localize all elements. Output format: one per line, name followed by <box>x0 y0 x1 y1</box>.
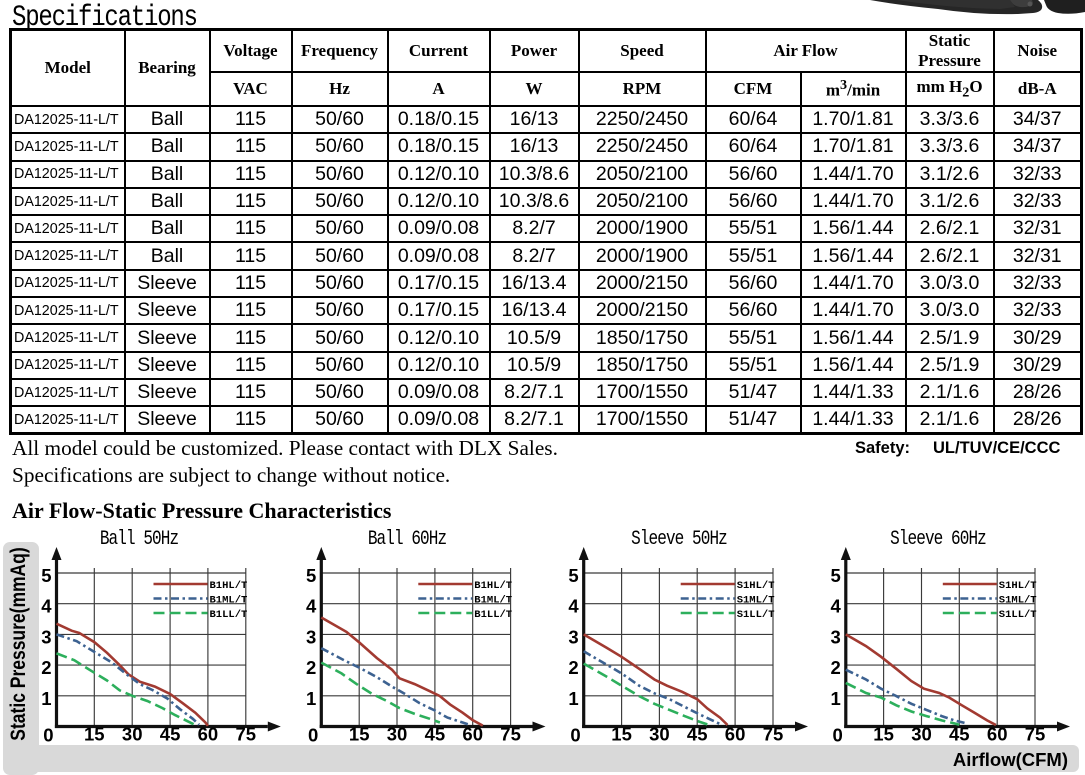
svg-text:30: 30 <box>649 724 670 745</box>
svg-text:30: 30 <box>911 724 932 745</box>
svg-text:5: 5 <box>41 565 51 586</box>
svg-text:45: 45 <box>425 724 446 745</box>
svg-text:2: 2 <box>41 657 51 678</box>
svg-text:2: 2 <box>831 657 841 678</box>
svg-text:B1HL/T: B1HL/T <box>474 580 512 592</box>
svg-text:B1ML/T: B1ML/T <box>210 595 248 607</box>
svg-text:45: 45 <box>687 724 708 745</box>
svg-text:0: 0 <box>570 725 580 746</box>
svg-text:5: 5 <box>306 565 316 586</box>
svg-text:Ball 50Hz: Ball 50Hz <box>100 529 178 551</box>
svg-text:Sleeve 60Hz: Sleeve 60Hz <box>890 529 986 551</box>
svg-text:60: 60 <box>987 724 1008 745</box>
svg-text:S1HL/T: S1HL/T <box>737 580 775 592</box>
svg-text:B1ML/T: B1ML/T <box>474 595 512 607</box>
svg-text:1: 1 <box>831 688 841 709</box>
svg-text:0: 0 <box>833 725 843 746</box>
svg-text:0: 0 <box>43 725 53 746</box>
svg-text:Static Pressure(mmAq): Static Pressure(mmAq) <box>8 547 31 740</box>
svg-text:S1ML/T: S1ML/T <box>999 595 1037 607</box>
svg-text:3: 3 <box>568 626 578 647</box>
svg-text:S1HL/T: S1HL/T <box>999 580 1037 592</box>
svg-text:75: 75 <box>1025 724 1046 745</box>
svg-text:30: 30 <box>122 724 143 745</box>
svg-text:15: 15 <box>611 724 632 745</box>
svg-text:45: 45 <box>949 724 970 745</box>
svg-text:3: 3 <box>306 626 316 647</box>
svg-text:0: 0 <box>308 725 318 746</box>
svg-text:5: 5 <box>831 565 841 586</box>
svg-text:S1LL/T: S1LL/T <box>737 609 775 621</box>
svg-text:75: 75 <box>500 724 521 745</box>
svg-text:4: 4 <box>831 596 842 617</box>
svg-text:15: 15 <box>349 724 370 745</box>
svg-text:5: 5 <box>568 565 578 586</box>
svg-text:1: 1 <box>568 688 578 709</box>
svg-text:60: 60 <box>725 724 746 745</box>
svg-text:15: 15 <box>873 724 894 745</box>
svg-text:4: 4 <box>306 596 317 617</box>
svg-text:Ball 60Hz: Ball 60Hz <box>368 529 446 551</box>
svg-text:1: 1 <box>306 688 316 709</box>
svg-text:15: 15 <box>84 724 105 745</box>
svg-text:Sleeve 50Hz: Sleeve 50Hz <box>631 529 727 551</box>
svg-text:60: 60 <box>198 724 219 745</box>
svg-text:4: 4 <box>41 596 52 617</box>
svg-text:3: 3 <box>41 626 51 647</box>
svg-text:S1LL/T: S1LL/T <box>999 609 1037 621</box>
svg-text:1: 1 <box>41 688 51 709</box>
svg-text:75: 75 <box>236 724 257 745</box>
svg-text:2: 2 <box>568 657 578 678</box>
svg-text:3: 3 <box>831 626 841 647</box>
svg-text:30: 30 <box>387 724 408 745</box>
svg-text:S1ML/T: S1ML/T <box>737 595 775 607</box>
svg-text:B1LL/T: B1LL/T <box>210 609 248 621</box>
svg-text:4: 4 <box>568 596 579 617</box>
svg-text:B1LL/T: B1LL/T <box>474 609 512 621</box>
svg-text:60: 60 <box>462 724 483 745</box>
svg-text:Airflow(CFM): Airflow(CFM) <box>953 749 1068 770</box>
svg-text:2: 2 <box>306 657 316 678</box>
svg-text:75: 75 <box>763 724 784 745</box>
svg-text:B1HL/T: B1HL/T <box>210 580 248 592</box>
svg-text:45: 45 <box>160 724 181 745</box>
